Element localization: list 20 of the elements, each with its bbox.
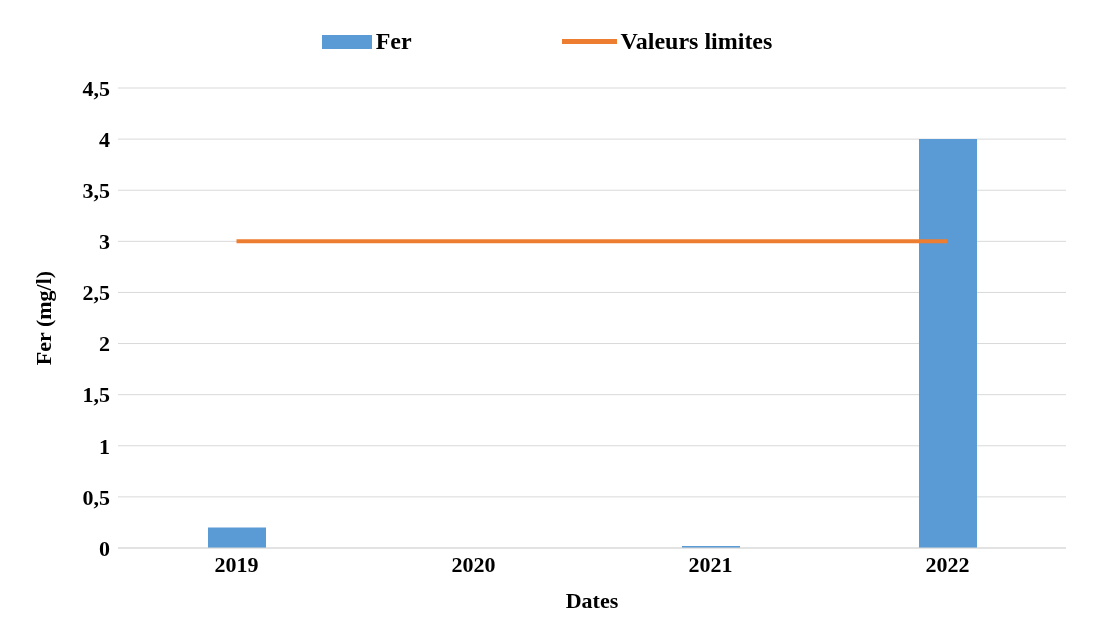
y-tick-label: 4 — [99, 126, 110, 152]
y-tick-label: 0,5 — [82, 484, 110, 510]
x-tick-label: 2019 — [214, 551, 259, 577]
bar — [919, 139, 977, 548]
bar — [208, 527, 266, 548]
legend-label: Fer — [374, 28, 412, 55]
y-tick-label: 2 — [99, 331, 110, 357]
x-axis-title: Dates — [565, 588, 619, 613]
y-tick-label: 0 — [99, 535, 110, 561]
y-axis-title: Fer (mg/l) — [30, 270, 56, 366]
x-tick-label: 2021 — [688, 551, 733, 577]
y-tick-label: 2,5 — [82, 280, 110, 306]
y-tick-label: 1 — [99, 433, 110, 459]
y-tick-label: 1,5 — [82, 382, 110, 408]
y-tick-label: 3 — [99, 229, 110, 255]
x-tick-label: 2020 — [451, 551, 496, 577]
legend-label: Valeurs limites — [619, 28, 773, 55]
y-tick-label: 3,5 — [82, 178, 110, 204]
x-tick-label: 2022 — [925, 551, 970, 577]
y-tick-label: 4,5 — [82, 75, 110, 101]
